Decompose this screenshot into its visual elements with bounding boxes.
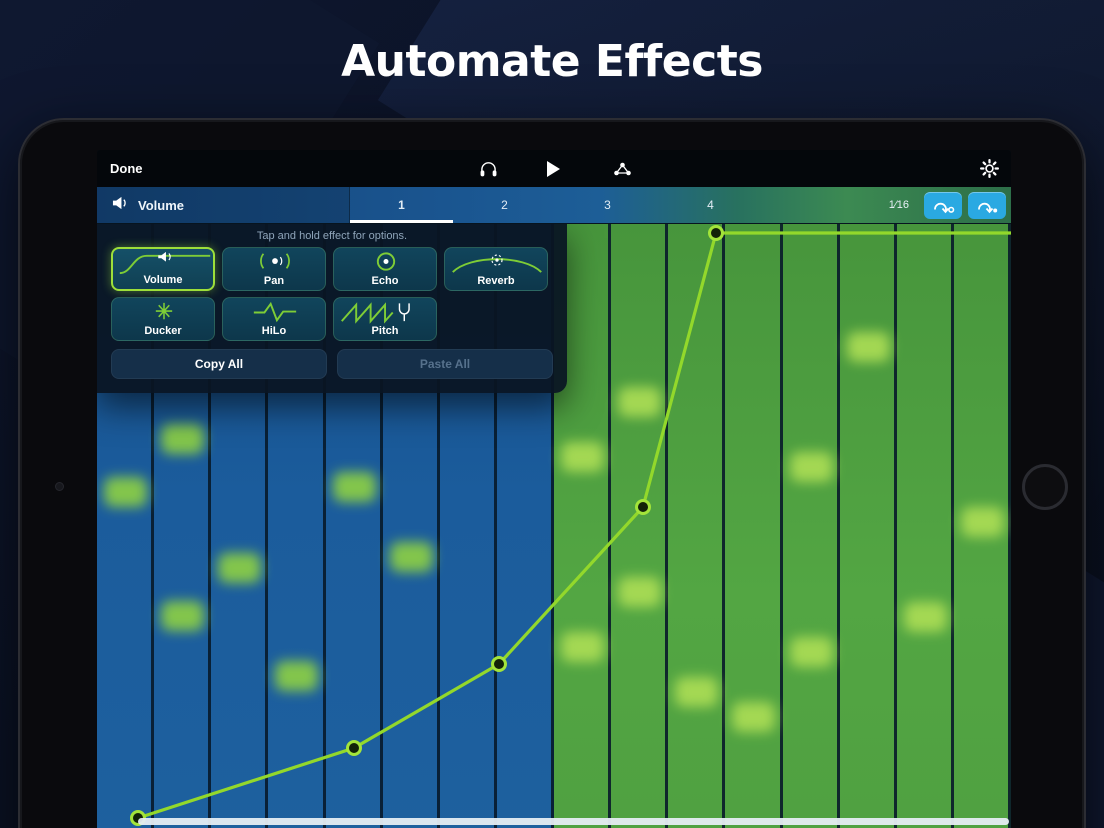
effect-label: Echo: [371, 275, 399, 287]
note-cell: [275, 661, 319, 691]
track-name-label: Volume: [138, 197, 184, 213]
top-toolbar: Done: [97, 150, 1011, 187]
pattern-tab-1[interactable]: 1: [350, 187, 453, 223]
note-cell: [618, 387, 662, 417]
note-cell: [561, 632, 604, 662]
effects-row-1: Volume Pan Echo Reverb: [97, 247, 567, 291]
play-icon: [547, 160, 560, 177]
echo-icon: [376, 252, 396, 271]
done-button[interactable]: Done: [110, 161, 143, 176]
grid-division-label[interactable]: 1⁄16: [888, 199, 909, 211]
loop-buttons: [924, 192, 1006, 219]
effect-label: HiLo: [261, 325, 287, 337]
note-cell: [161, 424, 205, 454]
pattern-tab-3[interactable]: 3: [604, 198, 611, 212]
note-cell: [732, 702, 776, 732]
effect-label: Volume: [143, 274, 183, 286]
app-screen: Done Volume 1 2 3 4 1⁄16: [97, 150, 1011, 828]
note-cell: [789, 452, 833, 482]
grid-column-15[interactable]: [896, 224, 954, 828]
track-bar: Volume 1 2 3 4 1⁄16: [97, 187, 1011, 224]
camera-dot: [55, 482, 64, 491]
note-cell: [960, 507, 1004, 537]
play-button[interactable]: [547, 150, 560, 187]
effect-ducker-button[interactable]: Ducker: [111, 297, 215, 341]
effect-label: Ducker: [144, 325, 182, 337]
volume-icon: [119, 251, 211, 275]
note-cell: [675, 677, 719, 707]
gear-icon[interactable]: [980, 150, 999, 187]
headphones-icon[interactable]: [479, 150, 498, 187]
grid-column-10[interactable]: [611, 224, 669, 828]
note-cell: [332, 472, 376, 502]
effect-label: Reverb: [477, 275, 515, 287]
overdub-loop-button[interactable]: [968, 192, 1006, 219]
effect-reverb-button[interactable]: Reverb: [444, 247, 548, 291]
effects-panel: Tap and hold effect for options. Volume P…: [97, 224, 567, 393]
note-cell: [389, 542, 433, 572]
track-selector[interactable]: Volume: [97, 187, 350, 223]
bulk-actions-row: Copy All Paste All: [97, 349, 567, 379]
note-cell: [218, 553, 262, 583]
record-loop-button[interactable]: [924, 192, 962, 219]
effect-volume-button[interactable]: Volume: [111, 247, 215, 291]
hilo-icon: [253, 301, 297, 323]
note-cell: [561, 442, 604, 472]
speaker-icon: [112, 196, 129, 215]
grid-column-11[interactable]: [668, 224, 726, 828]
tab-bar: 1 2 3 4: [350, 187, 762, 223]
effects-row-2: Ducker HiLo Pitch: [97, 297, 567, 341]
pattern-tab-2[interactable]: 2: [501, 198, 508, 212]
note-cell: [903, 602, 947, 632]
pattern-tab-4[interactable]: 4: [707, 198, 714, 212]
reverb-icon: [452, 254, 542, 273]
note-cell: [618, 577, 662, 607]
note-cell: [161, 601, 205, 631]
panel-hint: Tap and hold effect for options.: [256, 230, 408, 242]
note-cell: [846, 332, 890, 362]
note-cell: [789, 637, 833, 667]
paste-all-button[interactable]: Paste All: [337, 349, 553, 379]
grid-column-14[interactable]: [839, 224, 897, 828]
effect-echo-button[interactable]: Echo: [333, 247, 437, 291]
nodes-icon[interactable]: [612, 150, 633, 187]
ipad-device-frame: Done Volume 1 2 3 4 1⁄16: [18, 118, 1086, 828]
grid-column-13[interactable]: [782, 224, 840, 828]
pitch-icon: [341, 302, 410, 324]
grid-column-12[interactable]: [725, 224, 783, 828]
note-cell: [104, 477, 147, 507]
effect-label: Pan: [263, 275, 285, 287]
effect-label: Pitch: [371, 325, 399, 337]
effect-pitch-button[interactable]: Pitch: [333, 297, 437, 341]
pan-icon: [260, 253, 290, 269]
ducker-icon: [155, 302, 173, 320]
home-button[interactable]: [1022, 464, 1068, 510]
timeline-scrubber[interactable]: [138, 818, 1009, 825]
effect-pan-button[interactable]: Pan: [222, 247, 326, 291]
automation-grid[interactable]: Tap and hold effect for options. Volume P…: [97, 224, 1011, 828]
page-title: Automate Effects: [341, 36, 763, 87]
copy-all-button[interactable]: Copy All: [111, 349, 327, 379]
effect-hilo-button[interactable]: HiLo: [222, 297, 326, 341]
